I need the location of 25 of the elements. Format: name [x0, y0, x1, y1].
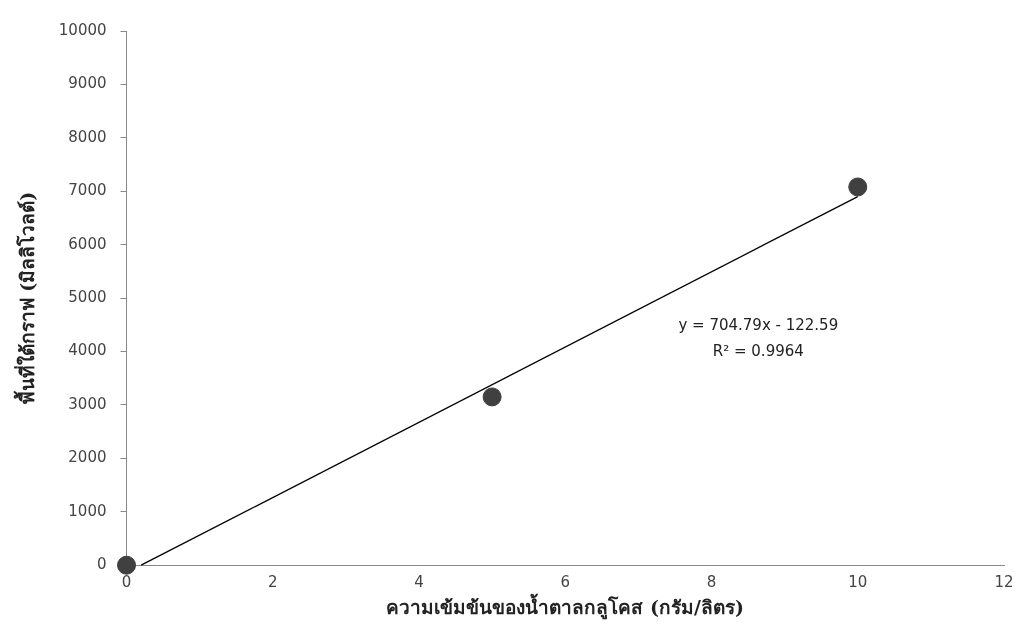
y-tick-label: 8000 — [68, 127, 107, 146]
y-tick-label: 0 — [96, 555, 107, 574]
y-tick-label: 5000 — [68, 287, 107, 306]
x-tick-label: 4 — [414, 573, 424, 592]
x-tick-label: 2 — [267, 573, 278, 592]
x-tick-label: 6 — [560, 573, 571, 592]
y-tick-label: 7000 — [68, 181, 107, 200]
x-axis-title: ความเข้มข้นของน้ำตาลกลูโคส (กรัม/ลิตร) — [386, 592, 745, 620]
point — [482, 387, 502, 407]
y-tick-label: 6000 — [68, 234, 107, 253]
y-tick-label: 1000 — [68, 501, 107, 520]
y-tick-label: 4000 — [68, 341, 107, 360]
y-tick-label: 10000 — [58, 20, 107, 39]
annotation: R² = 0.9964 — [712, 342, 804, 361]
y-tick-label: 3000 — [68, 394, 107, 413]
annotation: y = 704.79x - 122.59 — [678, 316, 839, 335]
point — [117, 555, 137, 575]
y-axis-title: พื้นที่ใต้กราฟ (มิลลิโวลต์) — [13, 191, 39, 405]
x-tick-label: 12 — [994, 573, 1014, 592]
point — [848, 177, 868, 197]
x-tick-label: 10 — [848, 573, 868, 592]
y-tick-label: 2000 — [68, 448, 107, 467]
x-tick-label: 0 — [121, 573, 132, 592]
x-tick-label: 8 — [706, 573, 717, 592]
y-tick-label: 9000 — [68, 74, 107, 93]
